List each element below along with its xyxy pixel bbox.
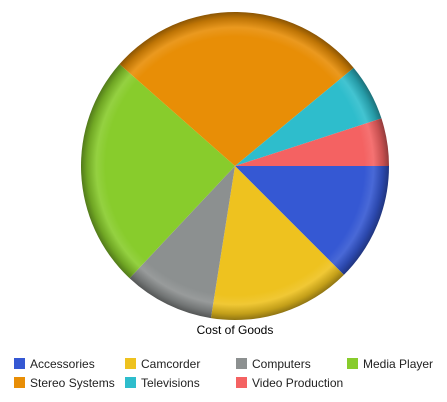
- pie-plot-area: [81, 12, 389, 320]
- legend-swatch: [347, 358, 358, 369]
- legend-item-camcorder[interactable]: Camcorder: [125, 357, 236, 371]
- legend-item-video-production[interactable]: Video Production: [236, 376, 347, 390]
- legend-label: Stereo Systems: [30, 375, 115, 390]
- pie-slice-media-player[interactable]: [81, 64, 236, 279]
- legend-swatch: [236, 358, 247, 369]
- legend-item-media-player[interactable]: Media Player: [347, 357, 447, 371]
- legend-label: Media Player: [363, 356, 434, 371]
- pie-slice-camcorder[interactable]: [210, 166, 344, 320]
- pie-slice-computers[interactable]: [129, 166, 235, 319]
- legend: Accessories Camcorder Computers Media Playe…: [14, 354, 444, 392]
- legend-swatch: [125, 358, 136, 369]
- legend-label: Computers: [252, 356, 311, 371]
- pie-slice-stereo-systems[interactable]: [119, 12, 354, 167]
- legend-item-computers[interactable]: Computers: [236, 357, 347, 371]
- legend-row: Stereo Systems Televisions Video Productio…: [14, 373, 444, 392]
- legend-row: Accessories Camcorder Computers Media Playe…: [14, 354, 444, 373]
- legend-swatch: [125, 377, 136, 388]
- legend-label: Accessories: [30, 356, 95, 371]
- pie-slice-video-production[interactable]: [235, 118, 389, 166]
- legend-swatch: [14, 377, 25, 388]
- legend-item-accessories[interactable]: Accessories: [14, 357, 125, 371]
- x-axis-label: Cost of Goods: [196, 323, 274, 337]
- pie-slice-accessories[interactable]: [235, 166, 389, 275]
- legend-label: Televisions: [141, 375, 200, 390]
- legend-label: Camcorder: [141, 356, 201, 371]
- legend-item-televisions[interactable]: Televisions: [125, 376, 236, 390]
- legend-swatch: [14, 358, 25, 369]
- legend-swatch: [236, 377, 247, 388]
- pie-slice-televisions[interactable]: [235, 67, 382, 166]
- legend-item-stereo-systems[interactable]: Stereo Systems: [14, 376, 125, 390]
- legend-label: Video Production: [252, 375, 344, 390]
